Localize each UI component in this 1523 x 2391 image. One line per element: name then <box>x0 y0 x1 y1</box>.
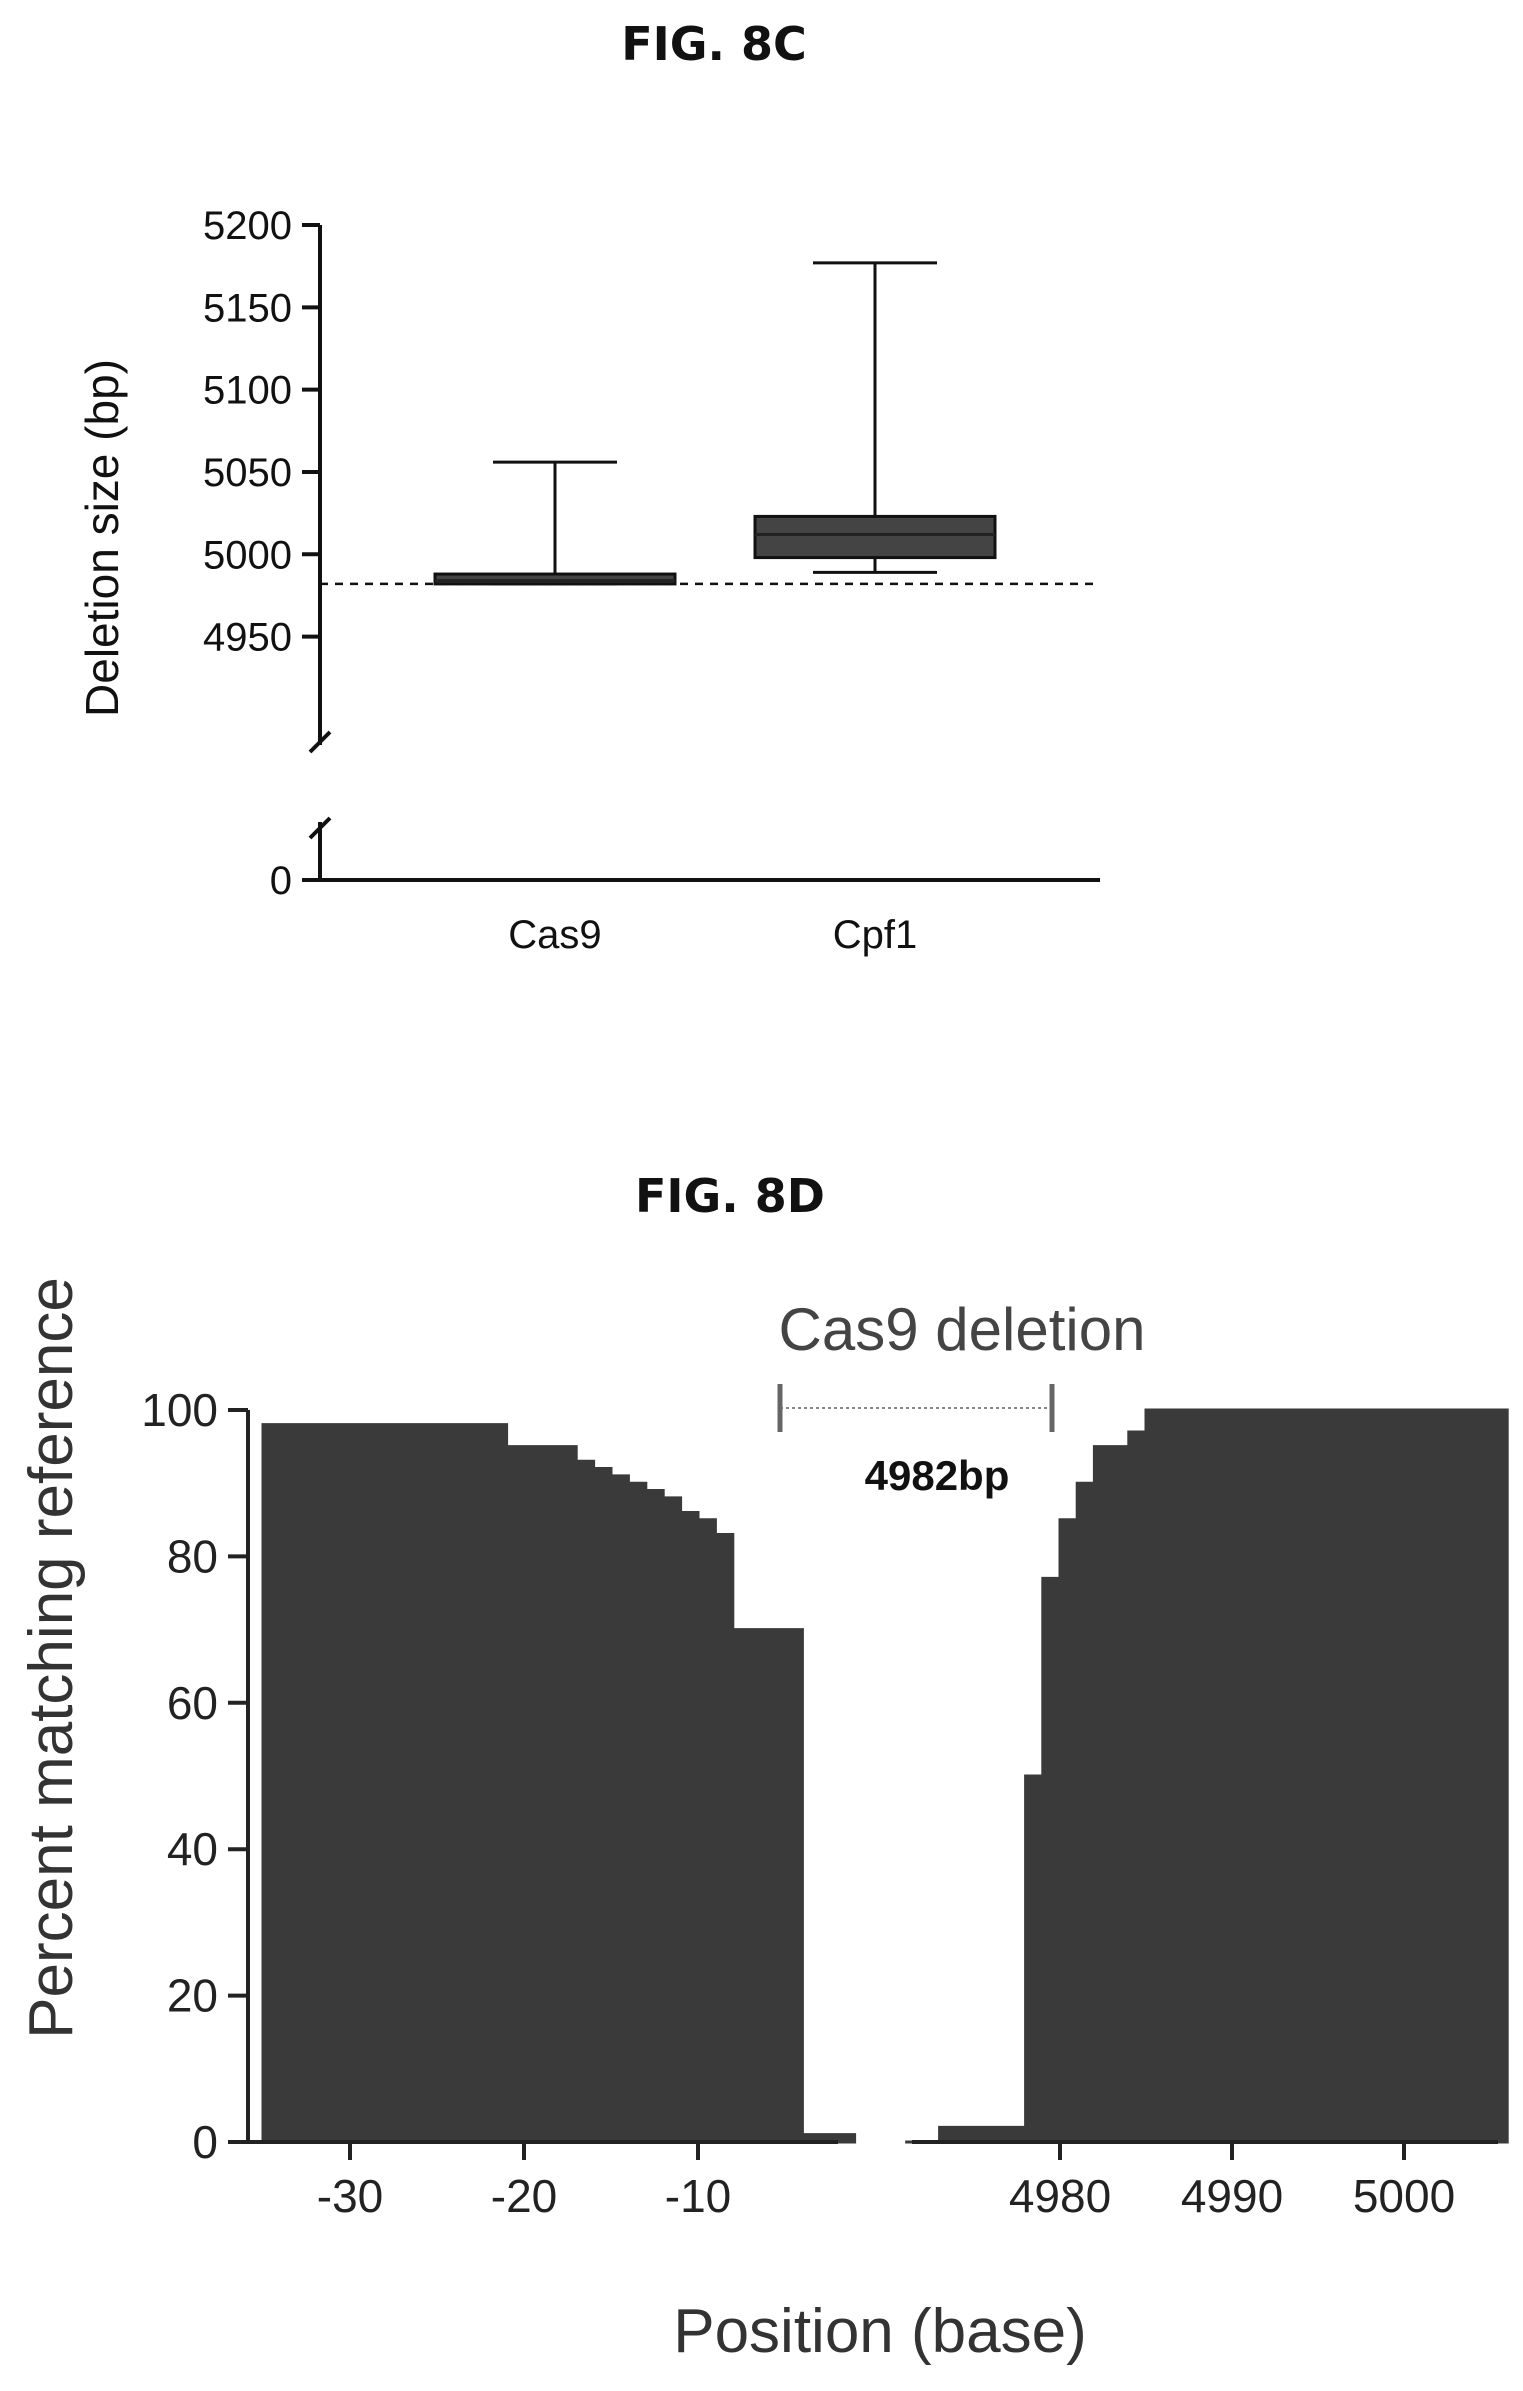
fig-8c-panel: FIG. 8C Deletion size (bp) 0 4950 5000 5050… <box>76 17 1100 957</box>
x-tick-label: 5000 <box>1353 2170 1455 2222</box>
y-tick-label: 20 <box>167 1970 218 2022</box>
y-tick-label: 5100 <box>203 369 292 413</box>
cas9-deletion-annotation: Cas9 deletion <box>779 1296 1146 1363</box>
x-tick-label: -30 <box>317 2170 383 2222</box>
fig-8d-plot: 0 20 40 60 80 100 -30 -20 -10 4980 4990 5000 <box>141 1384 1509 2222</box>
fig-8d-title: FIG. 8D <box>635 1169 825 1223</box>
category-label: Cas9 <box>508 913 601 957</box>
fig-8c-axes: 0 4950 5000 5050 5100 5150 5200 <box>203 204 1100 903</box>
box-body <box>753 514 997 560</box>
axis-break-mark <box>308 816 332 840</box>
box-cpf1: Cpf1 <box>753 261 997 957</box>
deletion-size-label: 4982bp <box>865 1452 1010 1499</box>
fig-8c-boxes: Cas9 Cpf1 <box>433 261 997 957</box>
y-tick-label: 5200 <box>203 204 292 248</box>
y-tick-label: 5000 <box>203 533 292 577</box>
fig-8c-y-axis-label: Deletion size (bp) <box>76 359 128 717</box>
x-tick-label: -10 <box>665 2170 731 2222</box>
axis-break-mark <box>308 730 332 754</box>
y-tick-label: 4950 <box>203 616 292 660</box>
right-area <box>905 1408 1509 2144</box>
box-body <box>433 572 677 586</box>
y-tick-label: 80 <box>167 1530 218 1582</box>
y-tick-label: 5150 <box>203 286 292 330</box>
fig-8d-panel: FIG. 8D Percent matching reference Posit… <box>17 1169 1509 2366</box>
y-tick-label: 5050 <box>203 451 292 495</box>
box-cas9: Cas9 <box>433 460 677 957</box>
y-tick-label: 40 <box>167 1823 218 1875</box>
category-label: Cpf1 <box>833 913 918 957</box>
x-tick-label: 4980 <box>1009 2170 1111 2222</box>
x-tick-label: 4990 <box>1181 2170 1283 2222</box>
y-tick-label: 60 <box>167 1677 218 1729</box>
fig-8d-y-axis-label: Percent matching reference <box>17 1277 86 2039</box>
fig-8c-title: FIG. 8C <box>621 17 807 71</box>
y-tick-label: 100 <box>141 1384 218 1436</box>
y-tick-label: 0 <box>270 859 292 903</box>
y-tick-label: 0 <box>192 2116 218 2168</box>
left-area <box>261 1423 857 2144</box>
x-tick-label: -20 <box>491 2170 557 2222</box>
fig-8d-x-axis-label: Position (base) <box>673 2297 1087 2366</box>
